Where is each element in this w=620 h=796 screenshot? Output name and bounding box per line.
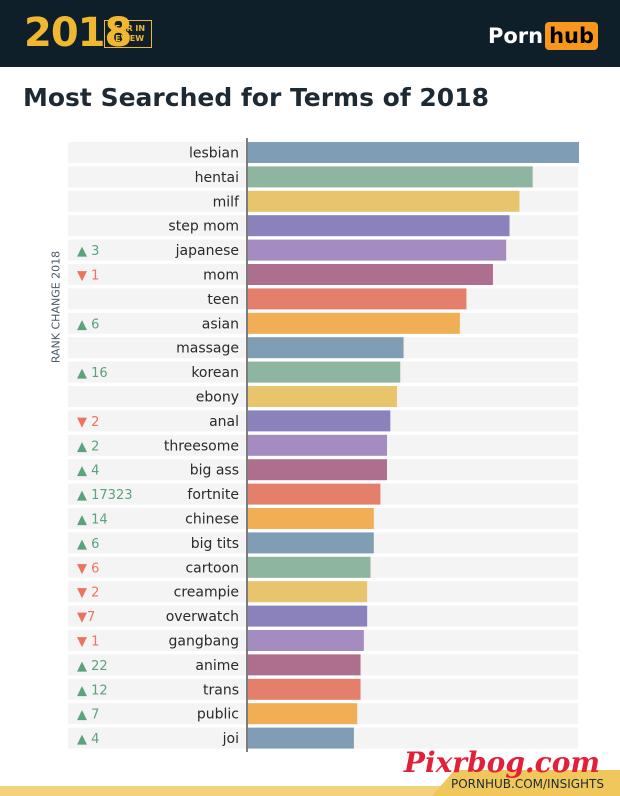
category-label: lesbian [189,146,239,162]
category-label: hentai [195,170,239,186]
bar-lesbian [248,142,579,163]
bar-chinese [248,508,374,529]
bar-overwatch [248,605,368,627]
category-label: overwatch [166,609,239,625]
bar-mom [248,264,493,285]
category-label: big ass [190,463,239,479]
footer-tab [432,770,620,796]
category-label: big tits [191,536,239,552]
category-label: cartoon [185,560,239,576]
rank-change-label: ▼ 1 [77,635,99,650]
bar-step-mom [248,215,510,237]
bar-gangbang [248,630,364,651]
bar-milf [248,190,520,212]
category-label: asian [202,316,239,332]
rank-change-label: ▲ 2 [77,439,99,454]
rank-change-label: ▲ 6 [77,317,99,332]
bar-chart: lesbian hentai milf step mom japanese ▲ 3 mom ▼… [68,138,579,752]
badge-line-1: YEAR IN [109,24,146,33]
rank-change-label: ▲ 22 [77,659,108,674]
category-label: anime [195,658,239,674]
watermark: Pixrbog.com [403,746,600,779]
category-label: teen [207,292,239,308]
category-label: threesome [164,438,239,454]
rank-change-label: ▼ 2 [77,586,99,601]
rank-change-label: ▼ 2 [77,415,99,430]
brand-logo-part-1: Porn [487,24,544,48]
insights-link[interactable]: PORNHUB.COM/INSIGHTS [450,777,604,791]
year-label: 2018 [24,10,132,56]
category-label: japanese [175,243,239,259]
rank-change-label: ▼7 [77,610,95,625]
brand-logo: Porn hub [488,22,598,50]
rank-change-label: ▲ 17323 [77,488,133,503]
footer-bar [0,786,620,796]
bar-anal [248,410,391,432]
category-label: gangbang [169,634,239,650]
bar-ebony [248,386,397,407]
category-label: massage [176,341,239,357]
year-in-review-badge: YEAR IN REVIEW [104,20,152,48]
bar-anime [248,654,361,676]
category-label: fortnite [187,487,239,503]
rank-change-label: ▼ 1 [77,269,99,284]
category-label: milf [213,194,240,210]
rank-change-label: ▼ 6 [77,561,99,576]
brand-logo-part-2: hub [545,22,598,50]
rank-change-label: ▲ 14 [77,513,108,528]
category-label: public [197,707,239,723]
bar-threesome [248,434,388,456]
rank-change-label: ▲ 3 [77,244,99,259]
category-label: trans [203,682,239,698]
bar-trans [248,678,361,700]
bar-creampie [248,581,368,603]
bar-big-tits [248,532,374,554]
bar-asian [248,312,460,334]
rank-change-label: ▲ 4 [77,732,99,747]
category-label: korean [191,365,239,381]
bar-cartoon [248,556,371,578]
bar-korean [248,361,401,383]
category-label: ebony [196,390,239,406]
rank-change-label: ▲ 16 [77,366,108,381]
category-label: anal [209,414,239,430]
bar-fortnite [248,483,381,505]
header-banner: 2018 YEAR IN REVIEW Porn hub [0,0,620,67]
badge-line-2: REVIEW [109,34,145,43]
category-label: mom [203,268,239,284]
category-label: creampie [174,585,239,601]
bar-big-ass [248,459,388,481]
bar-hentai [248,166,533,188]
bar-massage [248,337,404,359]
bar-japanese [248,239,507,261]
category-label: step mom [168,219,239,235]
bar-public [248,703,358,725]
category-label: chinese [185,512,239,528]
rank-change-label: ▲ 6 [77,537,99,552]
rank-change-label: ▲ 7 [77,708,99,723]
rank-change-label: ▲ 12 [77,683,108,698]
bar-joi [248,727,354,749]
bar-teen [248,288,467,310]
page-title: Most Searched for Terms of 2018 [23,83,489,112]
category-label: joi [222,731,239,747]
rank-change-label: ▲ 4 [77,464,99,479]
